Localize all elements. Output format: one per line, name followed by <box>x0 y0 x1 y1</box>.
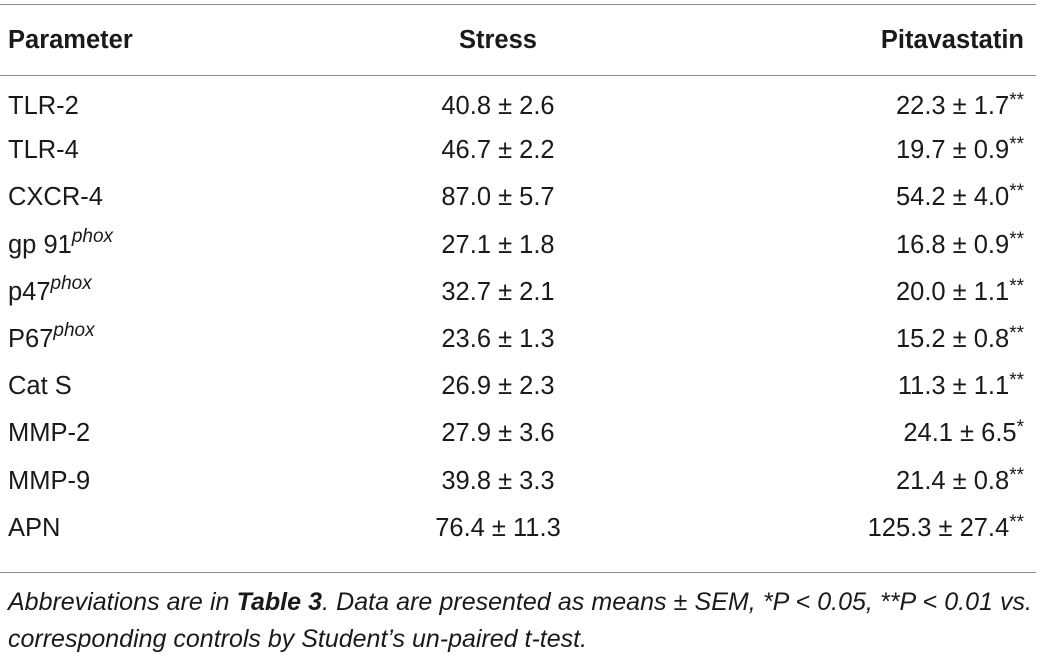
table-top-rule <box>0 4 1036 5</box>
footnote-table-ref: Table 3 <box>236 588 323 616</box>
cell-pitavastatin: 54.2 ± 4.0** <box>648 174 1036 221</box>
table-row: CXCR-4 87.0 ± 5.7 54.2 ± 4.0** <box>0 174 1036 221</box>
table-row: APN 76.4 ± 11.3 125.3 ± 27.4** <box>0 505 1036 552</box>
cell-parameter: MMP-9 <box>0 458 348 505</box>
cell-pitavastatin: 20.0 ± 1.1** <box>648 269 1036 316</box>
header-stress: Stress <box>459 25 537 54</box>
parameter-name: gp 91 <box>8 230 72 259</box>
pitavastatin-value: 15.2 ± 0.8 <box>895 325 1010 354</box>
cell-parameter: MMP-2 <box>0 410 348 457</box>
parameter-name: MMP-2 <box>8 419 91 448</box>
table-row: TLR-2 40.8 ± 2.6 22.3 ± 1.7** <box>0 80 1036 127</box>
cell-parameter: CXCR-4 <box>0 174 348 221</box>
cell-pitavastatin: 16.8 ± 0.9** <box>648 222 1036 269</box>
pitavastatin-value: 24.1 ± 6.5 <box>903 419 1017 448</box>
significance-marker: ** <box>1009 228 1024 250</box>
significance-marker: ** <box>1009 464 1024 486</box>
cell-stress: 32.7 ± 2.1 <box>441 277 555 306</box>
cell-stress: 27.1 ± 1.8 <box>441 230 555 259</box>
cell-stress: 27.9 ± 3.6 <box>441 419 555 448</box>
table-header-row: Parameter Stress Pitavastatin <box>0 0 1036 80</box>
cell-pitavastatin: 24.1 ± 6.5* <box>648 410 1036 457</box>
cell-parameter: gp 91phox <box>0 222 348 269</box>
parameter-name: p47 <box>8 277 51 306</box>
table-body: TLR-2 40.8 ± 2.6 22.3 ± 1.7** TLR-4 46.7 ± 2… <box>0 80 1036 552</box>
parameter-name: TLR-2 <box>8 92 79 121</box>
footnote-prefix: Abbreviations are in <box>8 588 237 616</box>
cell-stress: 40.8 ± 2.6 <box>441 92 555 121</box>
table-row: P67phox 23.6 ± 1.3 15.2 ± 0.8** <box>0 316 1036 363</box>
pitavastatin-value: 20.0 ± 1.1 <box>895 277 1010 306</box>
table-row: gp 91phox 27.1 ± 1.8 16.8 ± 0.9** <box>0 222 1036 269</box>
cell-pitavastatin: 15.2 ± 0.8** <box>648 316 1036 363</box>
table-bottom-rule <box>0 572 1036 573</box>
table-header-rule <box>0 75 1036 76</box>
cell-pitavastatin: 11.3 ± 1.1** <box>648 363 1036 410</box>
data-table: Parameter Stress Pitavastatin TLR-2 40.8 … <box>0 0 1036 552</box>
parameter-name: Cat S <box>8 372 72 401</box>
pitavastatin-value: 11.3 ± 1.1 <box>897 372 1010 401</box>
cell-pitavastatin: 22.3 ± 1.7** <box>648 80 1036 127</box>
cell-stress: 76.4 ± 11.3 <box>435 513 561 542</box>
cell-parameter: p47phox <box>0 269 348 316</box>
pitavastatin-value: 21.4 ± 0.8 <box>895 466 1010 495</box>
significance-marker: ** <box>1009 90 1024 112</box>
cell-stress: 46.7 ± 2.2 <box>441 136 555 165</box>
table-row: Cat S 26.9 ± 2.3 11.3 ± 1.1** <box>0 363 1036 410</box>
table-row: TLR-4 46.7 ± 2.2 19.7 ± 0.9** <box>0 127 1036 174</box>
parameter-superscript: phox <box>50 272 92 294</box>
cell-pitavastatin: 19.7 ± 0.9** <box>648 127 1036 174</box>
cell-stress: 39.8 ± 3.3 <box>441 466 555 495</box>
table-footnote: Abbreviations are in Table 3. Data are p… <box>8 584 1032 658</box>
significance-marker: ** <box>1009 134 1024 156</box>
cell-pitavastatin: 125.3 ± 27.4** <box>648 505 1036 552</box>
significance-marker: ** <box>1009 370 1024 392</box>
table-row: MMP-2 27.9 ± 3.6 24.1 ± 6.5* <box>0 410 1036 457</box>
pitavastatin-value: 16.8 ± 0.9 <box>895 230 1010 259</box>
cell-stress: 26.9 ± 2.3 <box>441 372 555 401</box>
table-row: p47phox 32.7 ± 2.1 20.0 ± 1.1** <box>0 269 1036 316</box>
parameter-name: CXCR-4 <box>8 183 103 212</box>
pitavastatin-value: 54.2 ± 4.0 <box>895 183 1010 212</box>
significance-marker: ** <box>1009 323 1024 345</box>
significance-marker: ** <box>1009 511 1024 533</box>
pitavastatin-value: 22.3 ± 1.7 <box>895 92 1010 121</box>
parameter-name: TLR-4 <box>8 136 79 165</box>
parameter-superscript: phox <box>71 225 114 247</box>
significance-marker: * <box>1016 417 1024 439</box>
pitavastatin-value: 19.7 ± 0.9 <box>895 136 1010 165</box>
header-pitavastatin: Pitavastatin <box>880 25 1024 54</box>
cell-parameter: APN <box>0 505 348 552</box>
parameter-name: P67 <box>8 325 54 354</box>
cell-pitavastatin: 21.4 ± 0.8** <box>648 458 1036 505</box>
cell-parameter: Cat S <box>0 363 348 410</box>
parameter-name: APN <box>8 513 61 542</box>
significance-marker: ** <box>1009 275 1024 297</box>
cell-stress: 87.0 ± 5.7 <box>441 183 555 212</box>
significance-marker: ** <box>1009 181 1024 203</box>
parameter-name: MMP-9 <box>8 466 91 495</box>
pitavastatin-value: 125.3 ± 27.4 <box>867 513 1010 542</box>
cell-stress: 23.6 ± 1.3 <box>441 325 555 354</box>
header-parameter: Parameter <box>8 25 133 54</box>
parameter-superscript: phox <box>53 320 95 342</box>
cell-parameter: TLR-2 <box>0 80 348 127</box>
cell-parameter: TLR-4 <box>0 127 348 174</box>
table-row: MMP-9 39.8 ± 3.3 21.4 ± 0.8** <box>0 458 1036 505</box>
footnote-suffix: . Data are presented as means ± SEM, *P … <box>8 588 1032 653</box>
cell-parameter: P67phox <box>0 316 348 363</box>
